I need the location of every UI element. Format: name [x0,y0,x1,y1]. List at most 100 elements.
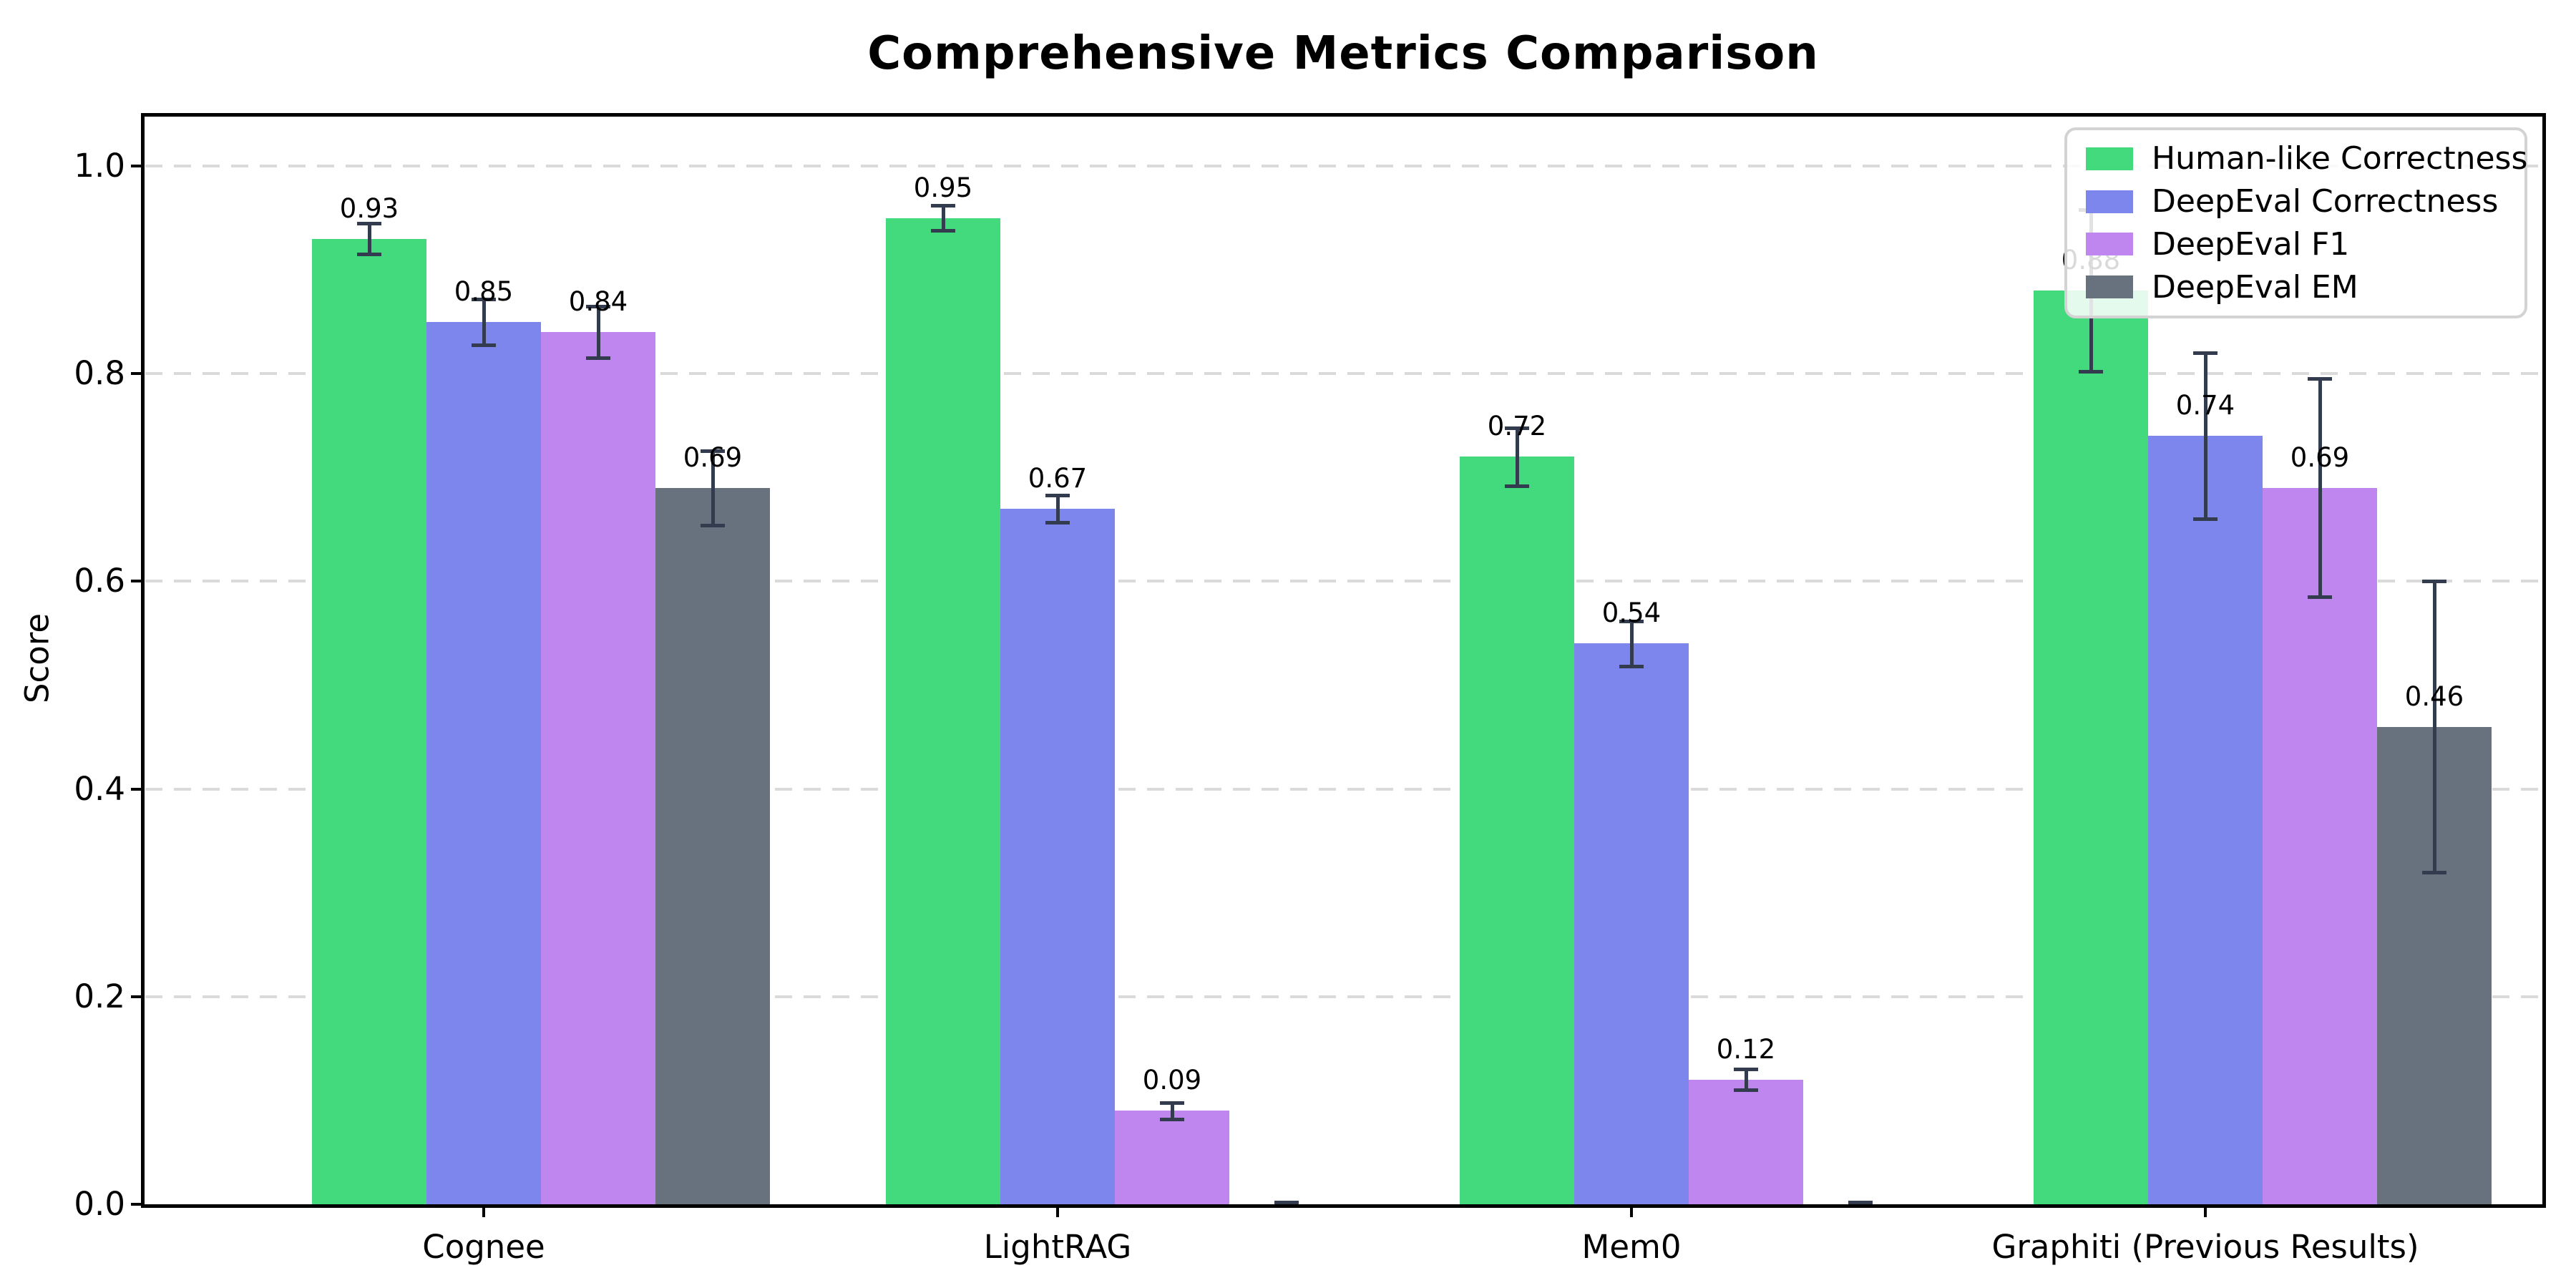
error-bar-cap-top [1274,1201,1299,1205]
bar-value-label: 0.84 [568,286,628,318]
legend-label: Human-like Correctness [2152,140,2528,177]
legend-label: DeepEval F1 [2152,225,2350,263]
error-bar-line [2318,379,2322,597]
error-bar-cap-top [1505,426,1529,430]
bar-value-label: 0.93 [339,192,399,224]
error-bar-line [1629,620,1634,667]
bar-value-label: 0.72 [1487,411,1547,442]
x-tick-label-1: LightRAG [983,1228,1132,1266]
y-tick-mark [131,580,142,583]
error-bar-cap-bottom [472,343,496,347]
bar-deepeval-correctness-1 [1000,508,1115,1204]
bar-deepeval-f1-3 [2263,487,2377,1204]
y-tick-label: 0.0 [74,1185,125,1223]
y-tick-mark [131,995,142,998]
y-axis-label: Score [18,613,57,704]
error-bar-line [1170,1102,1174,1119]
error-bar-line [1055,494,1060,522]
error-bar-cap-top [1619,619,1644,623]
bar-deepeval-em-0 [655,487,770,1204]
legend-swatch-icon [2086,147,2133,170]
bar-human-like-correctness-1 [886,218,1000,1204]
bar-value-label: 0.69 [2290,441,2350,473]
y-tick-label: 0.6 [74,562,125,600]
bar-value-label: 0.12 [1716,1033,1776,1065]
legend-item: DeepEval Correctness [2067,183,2524,220]
error-bar-line [1515,427,1519,486]
bar-deepeval-f1-2 [1689,1079,1803,1204]
gridline-0.6 [145,580,2541,583]
bar-value-label: 0.09 [1142,1065,1202,1096]
legend-swatch-icon [2086,233,2133,256]
error-bar-line [596,306,600,358]
bar-human-like-correctness-0 [312,238,426,1204]
error-bar-cap-top [2308,377,2332,381]
error-bar-cap-bottom [2079,370,2103,374]
x-tick-label-3: Graphiti (Previous Results) [1991,1228,2419,1266]
bar-value-label: 0.54 [1601,597,1662,629]
legend-swatch-icon [2086,275,2133,299]
y-tick-mark [131,372,142,376]
gridline-0.4 [145,787,2541,791]
error-bar-cap-bottom [1045,520,1070,525]
y-tick-label: 0.4 [74,769,125,808]
bar-value-label: 0.95 [913,172,973,203]
bar-value-label: 0.85 [454,275,514,307]
x-tick-mark [1056,1206,1059,1217]
gridline-1.0 [145,165,2541,167]
bar-deepeval-f1-1 [1115,1111,1229,1204]
bar-deepeval-correctness-0 [426,321,541,1204]
error-bar-cap-top [1160,1101,1184,1105]
legend-item: DeepEval F1 [2067,226,2524,263]
gridline-0.2 [145,995,2541,998]
legend-label: DeepEval EM [2152,268,2358,306]
error-bar-cap-bottom [1619,665,1644,669]
error-bar-cap-top [586,304,610,308]
error-bar-cap-bottom [1505,484,1529,488]
error-bar-cap-bottom [1734,1088,1758,1093]
error-bar-cap-bottom [357,253,381,257]
x-tick-mark [1630,1206,1633,1217]
gridline-0.8 [145,372,2541,376]
error-bar-cap-bottom [586,356,610,361]
error-bar-cap-top [931,204,955,208]
y-tick-mark [131,787,142,791]
legend-label: DeepEval Correctness [2152,183,2499,220]
x-tick-label-2: Mem0 [1581,1228,1682,1266]
bar-human-like-correctness-3 [2034,291,2148,1204]
error-bar-cap-top [472,297,496,301]
error-bar-cap-bottom [931,228,955,233]
y-tick-label: 0.2 [74,977,125,1015]
error-bar-line [2432,581,2436,872]
y-tick-label: 0.8 [74,354,125,393]
legend-swatch-icon [2086,190,2133,213]
y-tick-mark [131,165,142,167]
error-bar-cap-top [2422,580,2446,584]
bar-deepeval-f1-0 [541,332,655,1204]
chart-title: Comprehensive Metrics Comparison [867,27,1819,80]
y-tick-mark [131,1203,142,1206]
bar-value-label: 0.67 [1028,462,1088,494]
bar-deepeval-correctness-2 [1574,643,1689,1204]
error-bar-line [367,223,371,255]
error-bar-cap-top [1734,1068,1758,1072]
legend-item: DeepEval EM [2067,269,2524,306]
error-bar-cap-bottom [2193,517,2218,522]
legend-item: Human-like Correctness [2067,140,2528,177]
bar-value-label: 0.46 [2404,680,2464,712]
x-tick-mark [2204,1206,2207,1217]
error-bar-line [941,205,945,230]
error-bar-line [711,450,715,526]
error-bar-cap-top [2193,351,2218,356]
x-tick-label-0: Cognee [422,1228,545,1266]
bar-value-label: 0.74 [2175,390,2235,421]
error-bar-line [1744,1069,1748,1091]
x-tick-mark [482,1206,485,1217]
error-bar-cap-bottom [1160,1118,1184,1122]
error-bar-cap-top [1848,1201,1873,1205]
legend: Human-like Correctness DeepEval Correctne… [2064,127,2527,318]
error-bar-cap-top [357,221,381,225]
error-bar-cap-bottom [701,524,725,528]
error-bar-line [482,298,486,345]
